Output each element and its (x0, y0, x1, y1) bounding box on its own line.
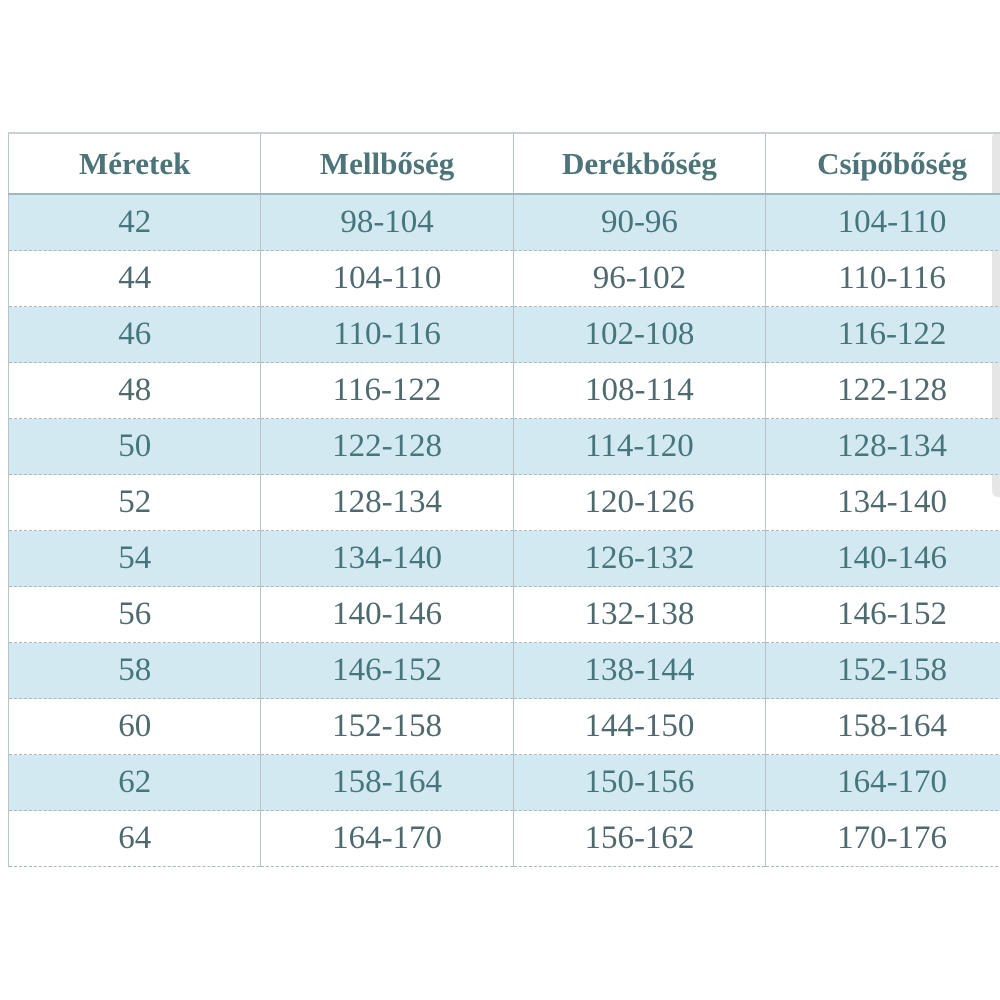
table-cell: 146-152 (260, 642, 514, 699)
table-cell: 44 (7, 250, 261, 307)
table-cell: 170-176 (765, 810, 1000, 867)
table-cell: 46 (7, 306, 261, 363)
table-cell: 42 (7, 194, 261, 251)
table-row: 44 104-110 96-102 110-116 (7, 250, 1000, 307)
table-cell: 102-108 (512, 306, 766, 363)
header-row: Méretek Mellbőség Derékbőség Csípőbőség (7, 132, 1000, 195)
table-cell: 140-146 (765, 530, 1000, 587)
table-cell: 62 (7, 754, 261, 811)
table-cell: 60 (7, 698, 261, 755)
table-cell: 144-150 (512, 698, 766, 755)
table-cell: 50 (7, 418, 261, 475)
table-cell: 114-120 (512, 418, 766, 475)
table-cell: 122-128 (260, 418, 514, 475)
table-cell: 108-114 (512, 362, 766, 419)
table-cell: 48 (7, 362, 261, 419)
table-cell: 58 (7, 642, 261, 699)
size-chart-table: Méretek Mellbőség Derékbőség Csípőbőség … (7, 132, 1000, 867)
table-cell: 104-110 (765, 194, 1000, 251)
table-cell: 158-164 (765, 698, 1000, 755)
table-cell: 116-122 (765, 306, 1000, 363)
table-cell: 104-110 (260, 250, 514, 307)
table-cell: 128-134 (765, 418, 1000, 475)
table-cell: 116-122 (260, 362, 514, 419)
table-cell: 64 (7, 810, 261, 867)
table-cell: 122-128 (765, 362, 1000, 419)
header-cell: Derékbőség (512, 132, 766, 195)
table-row: 42 98-104 90-96 104-110 (7, 194, 1000, 251)
table-row: 62 158-164 150-156 164-170 (7, 754, 1000, 811)
table-cell: 134-140 (260, 530, 514, 587)
table-row: 64 164-170 156-162 170-176 (7, 810, 1000, 867)
table-cell: 132-138 (512, 586, 766, 643)
table-cell: 96-102 (512, 250, 766, 307)
table-cell: 156-162 (512, 810, 766, 867)
table-cell: 134-140 (765, 474, 1000, 531)
table-cell: 150-156 (512, 754, 766, 811)
header-cell: Csípőbőség (765, 132, 1000, 195)
table-cell: 140-146 (260, 586, 514, 643)
table-cell: 152-158 (765, 642, 1000, 699)
table-cell: 110-116 (765, 250, 1000, 307)
header-cell: Mellbőség (260, 132, 514, 195)
table-cell: 128-134 (260, 474, 514, 531)
table-cell: 164-170 (260, 810, 514, 867)
table-cell: 152-158 (260, 698, 514, 755)
header-cell: Méretek (7, 132, 261, 195)
table-cell: 158-164 (260, 754, 514, 811)
table-row: 58 146-152 138-144 152-158 (7, 642, 1000, 699)
table-cell: 146-152 (765, 586, 1000, 643)
table-row: 60 152-158 144-150 158-164 (7, 698, 1000, 755)
table-cell: 110-116 (260, 306, 514, 363)
table-cell: 98-104 (260, 194, 514, 251)
table-cell: 52 (7, 474, 261, 531)
table-cell: 164-170 (765, 754, 1000, 811)
table-cell: 54 (7, 530, 261, 587)
table-row: 50 122-128 114-120 128-134 (7, 418, 1000, 475)
table-row: 52 128-134 120-126 134-140 (7, 474, 1000, 531)
table-cell: 90-96 (512, 194, 766, 251)
table-row: 56 140-146 132-138 146-152 (7, 586, 1000, 643)
table-cell: 120-126 (512, 474, 766, 531)
table-row: 54 134-140 126-132 140-146 (7, 530, 1000, 587)
table-row: 48 116-122 108-114 122-128 (7, 362, 1000, 419)
table-row: 46 110-116 102-108 116-122 (7, 306, 1000, 363)
table-cell: 126-132 (512, 530, 766, 587)
table-cell: 56 (7, 586, 261, 643)
table-cell: 138-144 (512, 642, 766, 699)
